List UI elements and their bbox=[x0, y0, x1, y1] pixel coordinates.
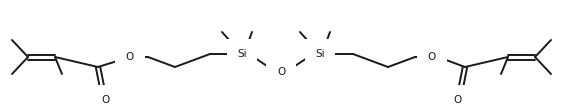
Text: O: O bbox=[454, 95, 462, 105]
Text: O: O bbox=[101, 95, 109, 105]
Text: Si: Si bbox=[315, 49, 325, 59]
Text: O: O bbox=[126, 52, 134, 62]
Text: Si: Si bbox=[237, 49, 247, 59]
Text: O: O bbox=[277, 67, 285, 77]
Text: O: O bbox=[428, 52, 436, 62]
